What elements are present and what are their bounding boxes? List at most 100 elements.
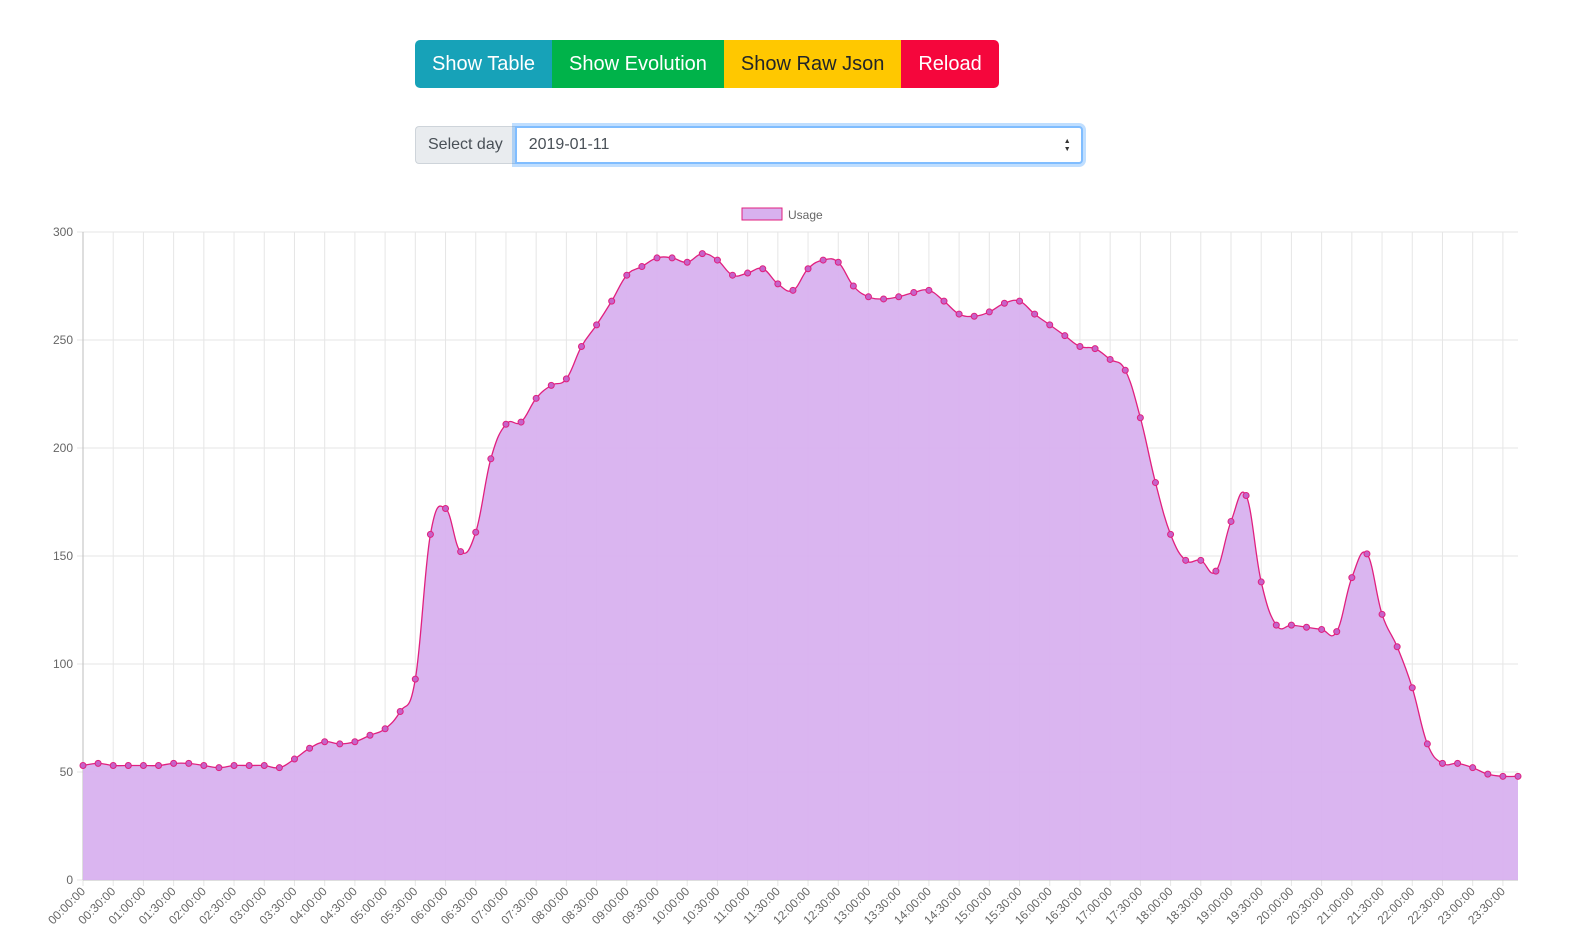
usage-point [109, 762, 117, 770]
usage-point [759, 265, 767, 273]
usage-point [895, 293, 903, 301]
usage-point [260, 762, 268, 770]
usage-point [79, 762, 87, 770]
usage-point [139, 762, 147, 770]
usage-point [925, 286, 933, 294]
usage-point [834, 258, 842, 266]
usage-point [910, 288, 918, 296]
usage-point [1484, 770, 1492, 778]
usage-point [864, 293, 872, 301]
show-raw-json-button[interactable]: Show Raw Json [723, 40, 902, 88]
usage-point [804, 265, 812, 273]
usage-point [155, 762, 163, 770]
usage-point [336, 740, 344, 748]
usage-point [1469, 764, 1477, 772]
usage-point [1000, 299, 1008, 307]
usage-point [472, 528, 480, 536]
usage-point [1408, 684, 1416, 692]
usage-point [1242, 492, 1250, 500]
usage-point [1454, 759, 1462, 767]
usage-point [593, 321, 601, 329]
usage-point [1303, 623, 1311, 631]
usage-point [502, 420, 510, 428]
usage-point [940, 297, 948, 305]
usage-point [774, 280, 782, 288]
usage-point [185, 759, 193, 767]
usage-point [290, 755, 298, 763]
action-button-group: Show Table Show Evolution Show Raw Json … [415, 40, 999, 88]
usage-point [1499, 772, 1507, 780]
usage-point [880, 295, 888, 303]
usage-point [713, 256, 721, 264]
usage-point [1046, 321, 1054, 329]
day-select-value: 2019-01-11 [528, 136, 610, 153]
usage-point [1227, 517, 1235, 525]
usage-point [1393, 643, 1401, 651]
usage-point [1167, 530, 1175, 538]
usage-point [351, 738, 359, 746]
usage-point [1106, 355, 1114, 363]
usage-point [215, 764, 223, 772]
y-tick-label: 100 [53, 657, 73, 671]
usage-point [245, 762, 253, 770]
usage-point [1333, 628, 1341, 636]
usage-point [1121, 366, 1129, 374]
usage-point [1136, 414, 1144, 422]
usage-point [547, 381, 555, 389]
usage-point [487, 455, 495, 463]
usage-point [1212, 567, 1220, 575]
usage-point [683, 258, 691, 266]
day-picker: Select day 2019-01-11 ▲ ▼ [415, 126, 1083, 164]
y-tick-label: 200 [53, 441, 73, 455]
usage-point [94, 759, 102, 767]
usage-point [411, 675, 419, 683]
day-select[interactable]: 2019-01-11 ▲ ▼ [514, 126, 1083, 164]
usage-point [442, 504, 450, 512]
usage-point [668, 254, 676, 262]
usage-point [1363, 550, 1371, 558]
usage-point [729, 271, 737, 279]
y-tick-label: 150 [53, 549, 73, 563]
usage-point [1151, 479, 1159, 487]
usage-point [275, 764, 283, 772]
usage-point [638, 263, 646, 271]
legend-swatch [741, 207, 783, 221]
usage-point [306, 744, 314, 752]
reload-button[interactable]: Reload [901, 40, 999, 88]
usage-point [1318, 625, 1326, 633]
usage-point [1438, 759, 1446, 767]
usage-point [985, 308, 993, 316]
usage-point [321, 738, 329, 746]
usage-area [83, 253, 1518, 880]
usage-point [1061, 332, 1069, 340]
usage-point [1378, 610, 1386, 618]
usage-point [426, 530, 434, 538]
usage-point [366, 731, 374, 739]
legend-label: Usage [788, 208, 823, 222]
select-day-label: Select day [415, 126, 515, 164]
usage-point [1257, 578, 1265, 586]
y-tick-label: 50 [60, 765, 74, 779]
usage-point [653, 254, 661, 262]
y-tick-label: 250 [53, 333, 73, 347]
usage-point [124, 762, 132, 770]
usage-point [517, 418, 525, 426]
usage-point [577, 342, 585, 350]
usage-point [608, 297, 616, 305]
usage-point [1348, 574, 1356, 582]
show-table-button[interactable]: Show Table [415, 40, 553, 88]
usage-point [200, 762, 208, 770]
usage-point [1182, 556, 1190, 564]
usage-point [230, 762, 238, 770]
usage-point [744, 269, 752, 277]
usage-point [1031, 310, 1039, 318]
show-evolution-button[interactable]: Show Evolution [552, 40, 724, 88]
y-tick-label: 0 [66, 873, 73, 887]
usage-point [819, 256, 827, 264]
usage-point [970, 312, 978, 320]
usage-point [457, 548, 465, 556]
usage-point [1514, 772, 1522, 780]
usage-point [1423, 740, 1431, 748]
usage-point [562, 375, 570, 383]
usage-point [1091, 345, 1099, 353]
